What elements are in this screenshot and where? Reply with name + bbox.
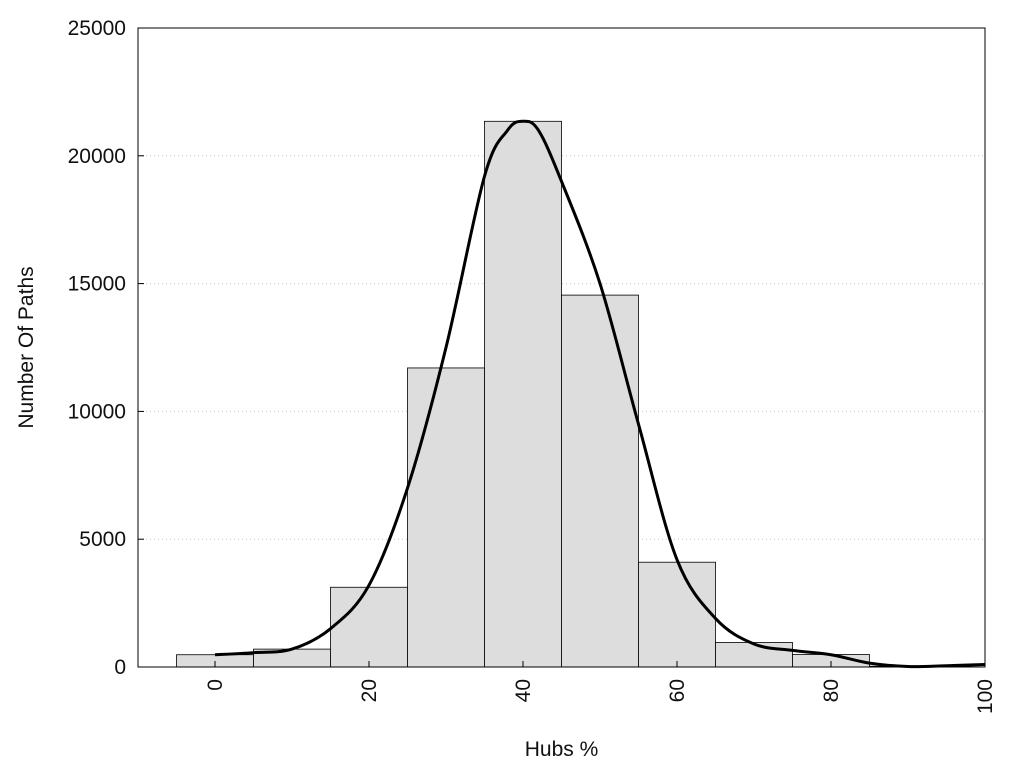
x-tick-label: 40 [512, 679, 535, 702]
x-tick-label: 60 [666, 679, 689, 702]
histogram-bar [561, 294, 639, 668]
histogram-bar [330, 586, 408, 668]
density-curve [214, 119, 986, 669]
density-curve-layer [214, 119, 986, 669]
y-tick-label: 15000 [68, 273, 126, 296]
histogram-bar [407, 367, 485, 668]
x-tick-label: 0 [204, 679, 227, 691]
y-tick-label: 25000 [68, 17, 126, 40]
x-axis-title: Hubs % [525, 738, 599, 761]
y-axis-title: Number Of Paths [15, 266, 38, 428]
y-tick-label: 20000 [68, 145, 126, 168]
x-tick-label: 20 [358, 679, 381, 702]
histogram-bar [484, 120, 562, 668]
plot-frame [137, 27, 986, 668]
histogram-bar [715, 642, 793, 668]
histogram-bars [176, 120, 947, 668]
y-axis: 0 5000 10000 15000 20000 25000 [68, 17, 144, 679]
y-tick-label: 5000 [79, 528, 126, 551]
y-tick-label: 10000 [68, 400, 126, 423]
x-tick-label: 80 [820, 679, 843, 702]
histogram-bar [638, 561, 716, 668]
x-axis: 0 20 40 60 80 100 [204, 661, 997, 714]
y-tick-label: 0 [114, 656, 126, 679]
x-tick-label: 100 [974, 679, 997, 714]
